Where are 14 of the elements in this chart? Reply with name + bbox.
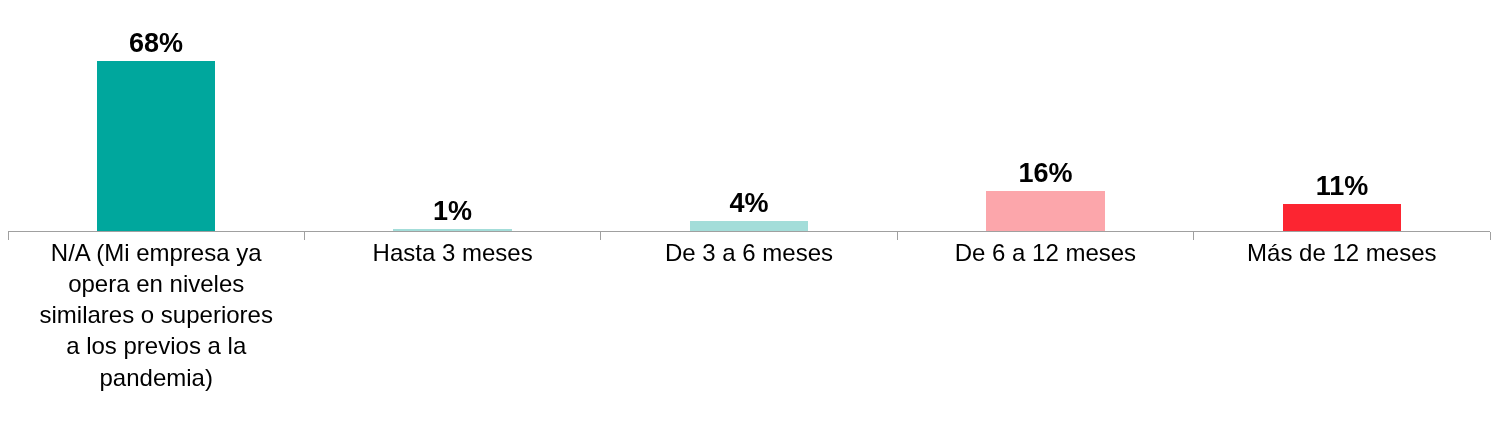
x-tick-label: Hasta 3 meses [372, 238, 533, 266]
x-tick-label: De 6 a 12 meses [954, 238, 1137, 266]
data-label: 4% [729, 188, 769, 218]
data-label: 1% [432, 196, 473, 226]
data-label: 68% [128, 28, 184, 58]
x-tick-label: Más de 12 meses [1247, 238, 1437, 266]
bar [986, 191, 1105, 231]
x-tick-label: N/A (Mi empresa ya opera en niveles similares o superiores a los previos a la pandemia) [39, 238, 273, 391]
bar [1283, 204, 1401, 231]
data-label: 16% [1018, 158, 1073, 188]
data-label: 11% [1315, 171, 1369, 201]
bar [690, 221, 808, 231]
bar [97, 61, 215, 231]
x-tick-label: De 3 a 6 meses [664, 238, 834, 266]
